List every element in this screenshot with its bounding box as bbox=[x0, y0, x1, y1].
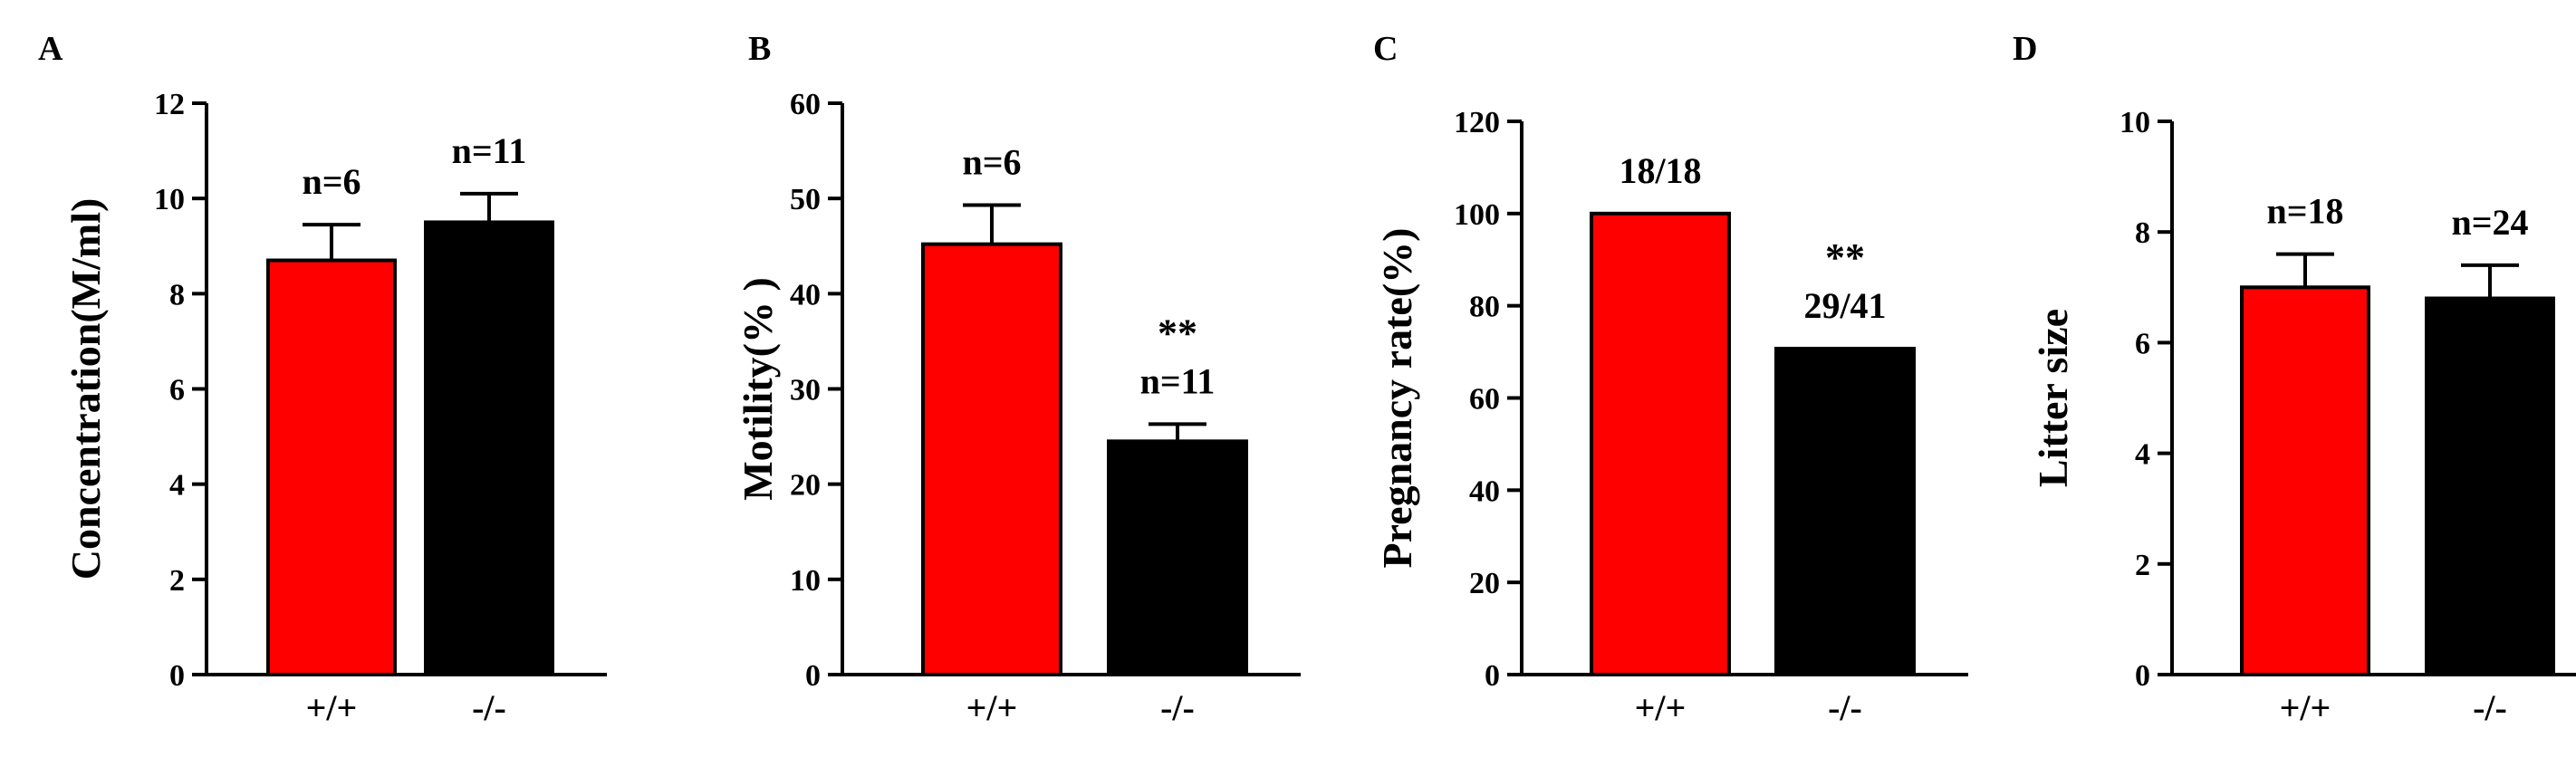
y-tick-label: 10 bbox=[2119, 106, 2150, 139]
bar bbox=[266, 258, 397, 676]
y-axis-label: Concentration(M/ml) bbox=[62, 198, 109, 580]
y-axis-label: Litter size bbox=[2030, 309, 2076, 487]
chart-panel-c: C 0 20 40 60 80 100 120 Pregnancy rate(%) 18/18 +/… bbox=[1373, 30, 1968, 728]
y-tick-label: 20 bbox=[1469, 567, 1500, 600]
bar-label: n=11 bbox=[452, 130, 527, 171]
panel-letter: D bbox=[2013, 30, 2037, 68]
chart-panel-b: B 0 10 20 30 40 50 60 Motility(% ) n=6 +/+ n=11 ** -/… bbox=[735, 30, 1301, 728]
panel-letter: C bbox=[1373, 30, 1398, 68]
chart-panel-a: A 0 2 4 6 8 10 12 Concentration(M/ml) n=6 +/+ n=11 -… bbox=[38, 30, 607, 728]
y-tick-label: 6 bbox=[2135, 327, 2150, 360]
y-tick-label: 0 bbox=[1485, 659, 1500, 693]
x-tick-label: -/- bbox=[1160, 687, 1195, 728]
y-axis-label: Pregnancy rate(%) bbox=[1374, 228, 1420, 569]
significance-mark: ** bbox=[1158, 311, 1197, 355]
y-tick-label: 0 bbox=[805, 659, 821, 693]
x-tick-label: +/+ bbox=[966, 687, 1018, 728]
y-tick-label: 40 bbox=[790, 278, 821, 311]
y-tick-label: 12 bbox=[154, 88, 185, 121]
bar bbox=[1590, 211, 1731, 676]
panel-letter: B bbox=[748, 30, 771, 68]
y-tick-label: 2 bbox=[169, 564, 185, 598]
bar-label: n=18 bbox=[2266, 191, 2343, 232]
y-tick-label: 40 bbox=[1469, 474, 1500, 508]
y-tick-label: 4 bbox=[2135, 438, 2150, 472]
y-tick-label: 0 bbox=[169, 659, 185, 693]
y-tick-label: 60 bbox=[790, 88, 821, 121]
y-tick-label: 8 bbox=[169, 278, 185, 311]
y-tick-label: 100 bbox=[1454, 198, 1500, 232]
bar bbox=[1107, 439, 1248, 676]
y-tick-label: 30 bbox=[790, 374, 821, 407]
bar-label: n=6 bbox=[302, 161, 360, 202]
x-tick-label: +/+ bbox=[1635, 687, 1687, 728]
y-tick-label: 8 bbox=[2135, 216, 2150, 250]
bar bbox=[2425, 296, 2555, 676]
bar bbox=[1774, 347, 1916, 676]
bar-label: n=24 bbox=[2451, 202, 2528, 243]
bar-label: n=11 bbox=[1140, 360, 1216, 401]
bar bbox=[424, 220, 554, 676]
x-tick-label: -/- bbox=[1828, 687, 1862, 728]
x-tick-label: +/+ bbox=[306, 687, 358, 728]
y-tick-label: 4 bbox=[169, 469, 185, 503]
y-tick-label: 10 bbox=[154, 183, 185, 216]
bar-label: 18/18 bbox=[1619, 150, 1701, 191]
panel-letter: A bbox=[38, 30, 63, 68]
bar-label: 29/41 bbox=[1803, 285, 1886, 326]
y-axis-label: Motility(% ) bbox=[735, 277, 781, 501]
chart-panel-d: D 0 2 4 6 8 10 Litter size n=18 +/+ n=24 -/- bbox=[2013, 30, 2576, 728]
x-tick-label: -/- bbox=[472, 687, 506, 728]
y-tick-label: 10 bbox=[790, 564, 821, 598]
y-tick-label: 80 bbox=[1469, 291, 1500, 324]
y-tick-label: 2 bbox=[2135, 549, 2150, 582]
y-tick-label: 20 bbox=[790, 469, 821, 503]
bar-label: n=6 bbox=[962, 142, 1021, 183]
x-tick-label: -/- bbox=[2473, 687, 2507, 728]
y-tick-label: 6 bbox=[169, 374, 185, 407]
bar bbox=[921, 242, 1062, 676]
y-tick-label: 0 bbox=[2135, 659, 2150, 693]
y-tick-label: 120 bbox=[1454, 106, 1500, 139]
x-tick-label: +/+ bbox=[2280, 687, 2331, 728]
y-tick-label: 60 bbox=[1469, 383, 1500, 417]
y-tick-label: 50 bbox=[790, 183, 821, 216]
significance-mark: ** bbox=[1825, 235, 1865, 280]
bar bbox=[2240, 285, 2370, 676]
